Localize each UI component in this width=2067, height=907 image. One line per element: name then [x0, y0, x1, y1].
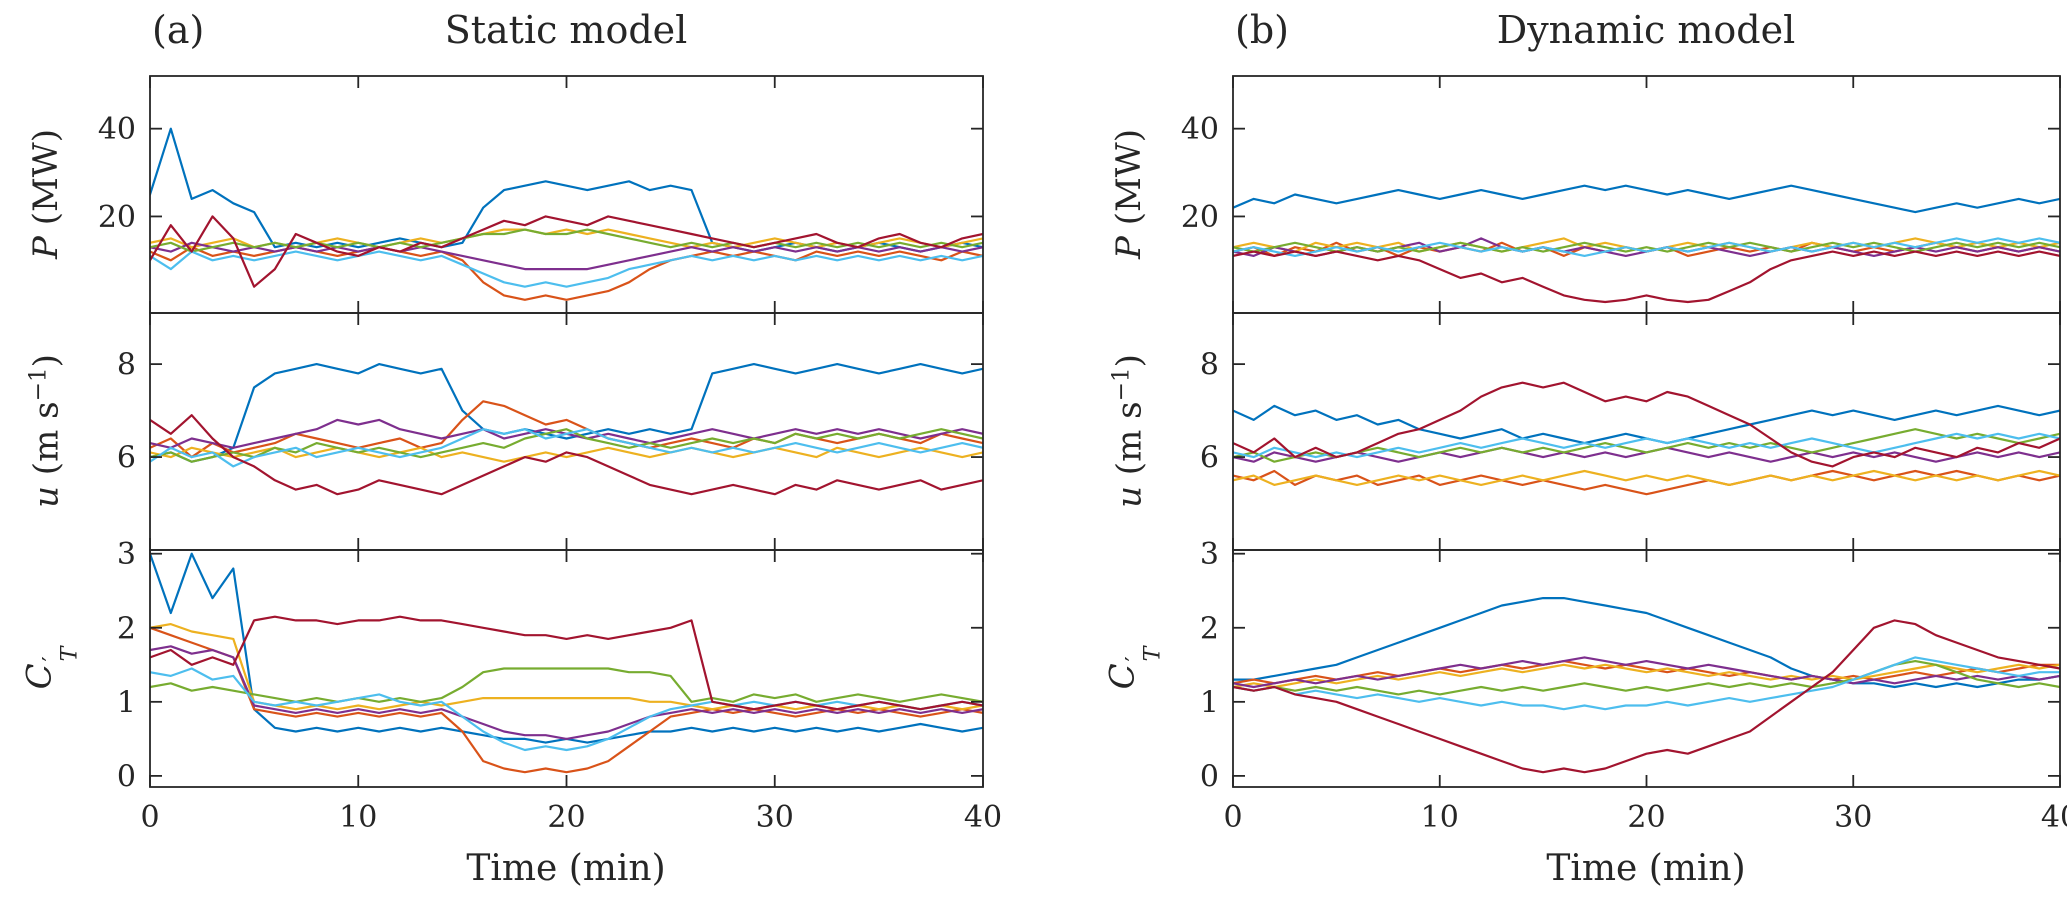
y-tick-label: 8	[1200, 348, 1219, 383]
y-tick-label: 20	[1181, 200, 1219, 235]
x-tick-label: 20	[547, 800, 585, 835]
series-line	[150, 414, 983, 496]
subplot-1: 68	[117, 312, 984, 551]
series-line	[150, 400, 983, 459]
series-line	[150, 428, 983, 463]
axes-box	[149, 312, 984, 551]
series-line	[150, 667, 983, 703]
series-line	[150, 667, 983, 752]
series-line	[1233, 469, 2060, 486]
series-line	[150, 645, 983, 741]
series-line	[1233, 596, 2060, 689]
series-group	[150, 127, 983, 301]
x-tick-label: 10	[1421, 800, 1459, 835]
series-line	[1233, 659, 2060, 685]
x-tick-label: 20	[1627, 800, 1665, 835]
series-line	[1233, 469, 2060, 496]
series-group	[1233, 381, 2060, 496]
x-tick-label: 10	[339, 800, 377, 835]
series-line	[1233, 656, 2060, 711]
y-tick-label: 40	[1181, 112, 1219, 147]
x-tick-label: 0	[1223, 800, 1242, 835]
y-tick-label: 0	[1200, 759, 1219, 794]
y-tick-label: 8	[117, 348, 136, 383]
x-tick-label: 30	[1834, 800, 1872, 835]
y-tick-label: 6	[1200, 441, 1219, 476]
y-tick-label: 3	[117, 537, 136, 572]
axes-box	[149, 75, 984, 314]
series-line	[150, 428, 983, 468]
series-line	[1233, 432, 2060, 459]
series-line	[1233, 659, 2060, 696]
series-line	[150, 241, 983, 271]
y-tick-label: 6	[117, 441, 136, 476]
series-line	[1233, 381, 2060, 468]
series-line	[150, 626, 983, 774]
series-line	[150, 250, 983, 288]
y-tick-label: 1	[117, 685, 136, 720]
series-group	[1233, 184, 2060, 304]
series-line	[150, 446, 983, 463]
y-tick-label: 2	[117, 611, 136, 646]
y-tick-label: 0	[117, 759, 136, 794]
axes-box	[1232, 312, 2061, 551]
series-line	[1233, 184, 2060, 214]
series-line	[150, 552, 983, 744]
x-tick-label: 0	[140, 800, 159, 835]
series-line	[150, 215, 983, 288]
series-line	[150, 228, 983, 249]
series-line	[150, 363, 983, 463]
series-group	[150, 552, 983, 774]
series-line	[150, 622, 983, 711]
y-tick-label: 20	[98, 200, 136, 235]
x-tick-label: 30	[756, 800, 794, 835]
series-group	[150, 363, 983, 496]
y-tick-label: 1	[1200, 685, 1219, 720]
x-tick-label: 40	[2041, 800, 2067, 835]
series-line	[1233, 446, 2060, 463]
series-line	[1233, 241, 2060, 257]
series-group	[1233, 596, 2060, 774]
series-line	[150, 615, 983, 711]
series-line	[1233, 619, 2060, 774]
y-tick-label: 3	[1200, 537, 1219, 572]
series-line	[1233, 237, 2060, 253]
y-tick-label: 40	[98, 112, 136, 147]
axes-box	[1232, 75, 2061, 314]
series-line	[1233, 250, 2060, 304]
series-line	[1233, 663, 2060, 689]
series-line	[1233, 237, 2060, 257]
series-line	[1233, 241, 2060, 253]
y-tick-label: 2	[1200, 611, 1219, 646]
series-line	[1233, 428, 2060, 463]
x-tick-label: 40	[964, 800, 1002, 835]
series-line	[1233, 656, 2060, 689]
subplot-1: 68	[1200, 312, 2061, 551]
